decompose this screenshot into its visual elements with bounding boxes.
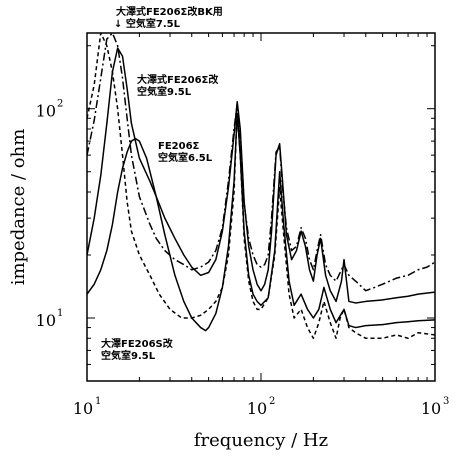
y-tick-label-base: 10 (36, 102, 56, 121)
x-tick-label-exponent: 1 (95, 396, 101, 407)
y-tick-label-exponent: 1 (57, 308, 63, 319)
x-tick-label-base: 10 (421, 399, 441, 418)
tick-labels: 10 1 10 2 10 310 110 2 (36, 99, 450, 418)
y-tick-label-base: 10 (36, 311, 56, 330)
annotation-bk-7-5l: 大澤式FE206Σ改BK用 ↓ 空気室7.5L (114, 5, 226, 30)
y-axis-label: impedance / ohm (8, 129, 29, 286)
impedance-curve-3 (87, 33, 435, 292)
y-tick-label-exponent: 2 (57, 99, 63, 110)
annotation-sigma-kai-9-5l: 大澤式FE206Σ改 空気室9.5L (137, 73, 222, 98)
impedance-curve-1 (87, 47, 435, 304)
impedance-curves (87, 33, 435, 340)
x-tick-label-base: 10 (247, 399, 267, 418)
x-tick-label-exponent: 3 (443, 396, 449, 407)
annotation-fe206s-kai-9-5l: 大澤FE206S改 空気室9.5L (101, 337, 176, 362)
x-tick-label-exponent: 2 (269, 396, 275, 407)
annotation-fe206-sigma-6-5l: FE206Σ 空気室6.5L (158, 141, 213, 164)
x-tick-label-base: 10 (73, 399, 93, 418)
x-axis-label: frequency / Hz (194, 430, 328, 451)
axis-ticks (86, 33, 435, 382)
impedance-curve-4 (87, 112, 435, 332)
